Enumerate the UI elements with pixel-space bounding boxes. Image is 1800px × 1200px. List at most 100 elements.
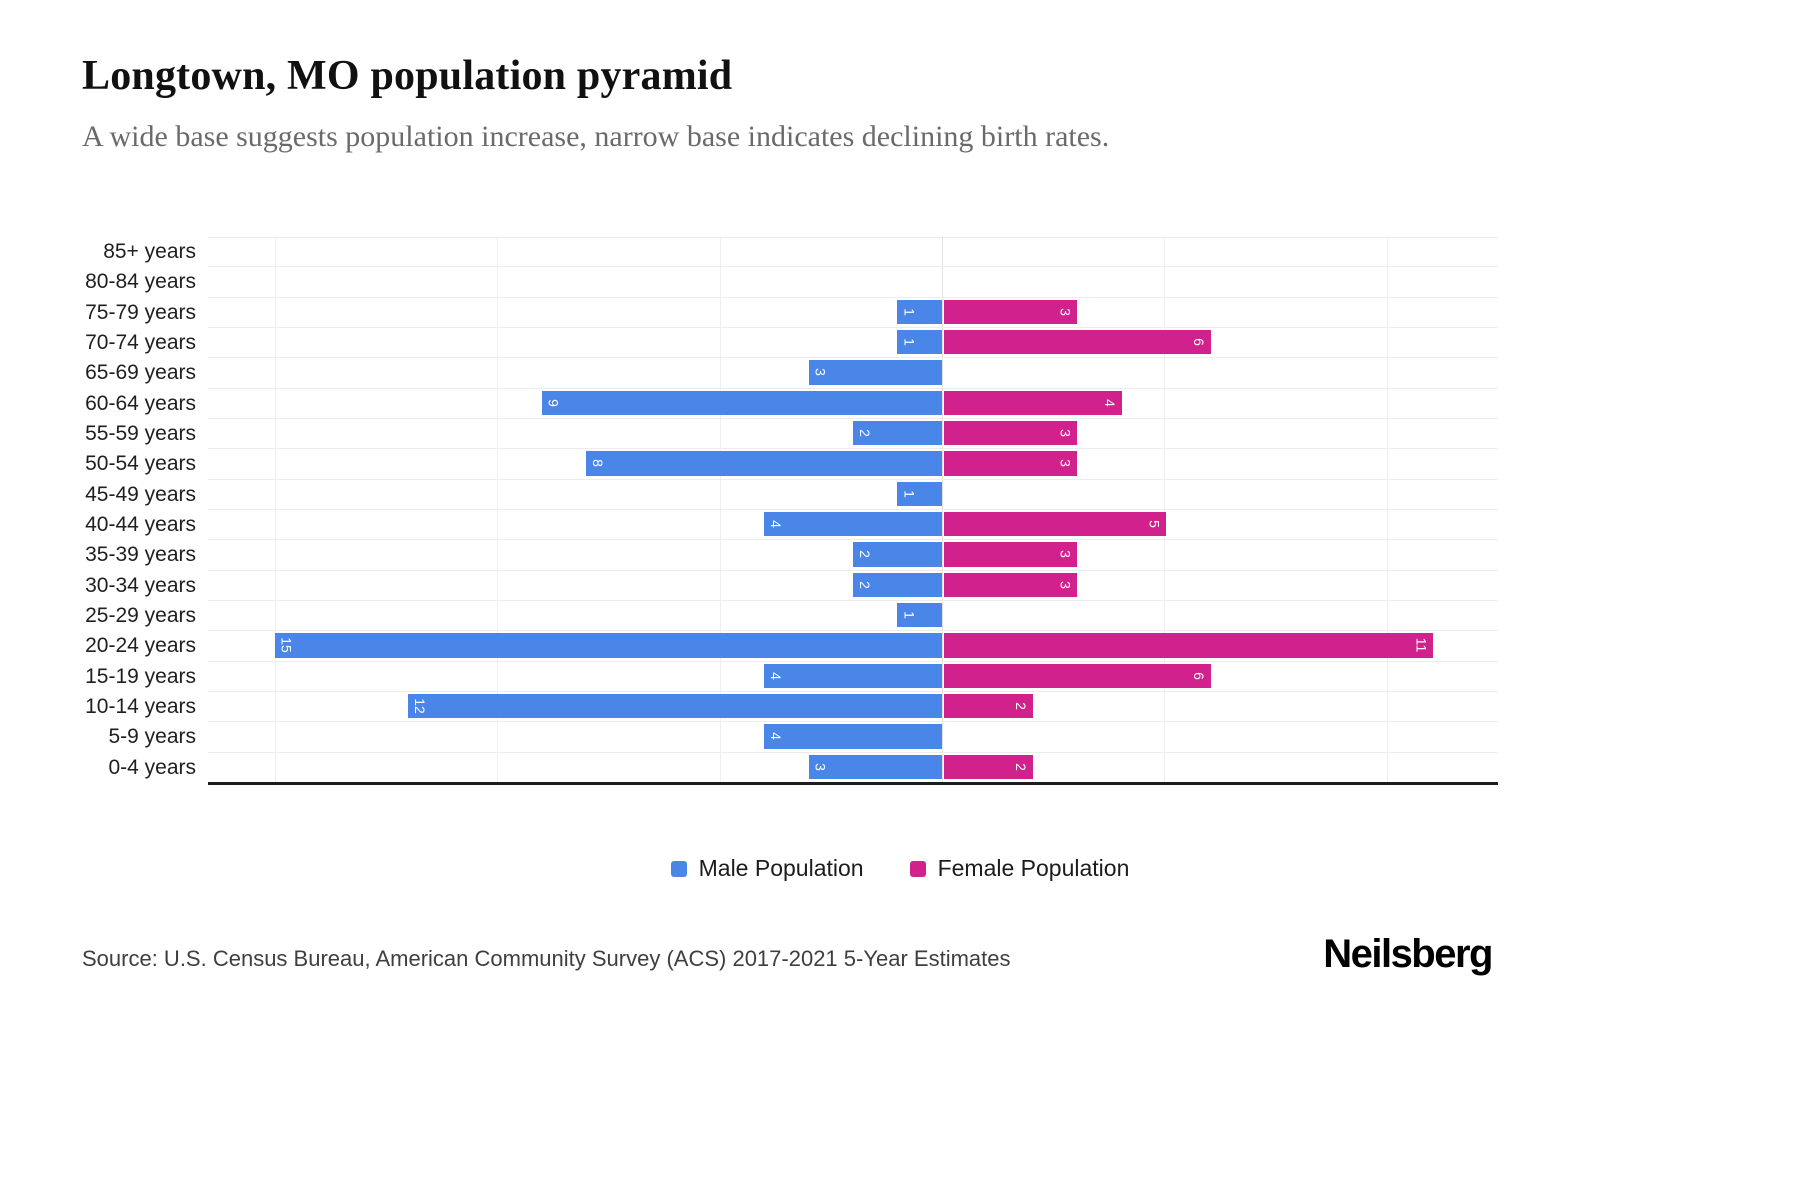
plot-cell [208, 267, 1498, 298]
chart-legend: Male Population Female Population [0, 855, 1800, 882]
gridline [719, 237, 721, 783]
plot-cell: 1 [208, 601, 1498, 632]
pyramid-row: 45-49 years 1 [80, 480, 1498, 510]
bar-value-label: 2 [1012, 762, 1029, 771]
bar-value-label: 3 [812, 368, 829, 377]
pyramid-row: 25-29 years 1 [80, 601, 1498, 632]
pyramid-row: 70-74 years 1 6 [80, 328, 1498, 359]
bar-value-label: 1 [901, 307, 918, 316]
male-swatch-icon [670, 860, 687, 877]
gridline [497, 237, 499, 783]
male-bar[interactable]: 4 [764, 511, 942, 537]
bar-value-label: 11 [1413, 638, 1430, 653]
male-bar[interactable]: 1 [897, 329, 942, 355]
y-axis-label: 60-64 years [85, 391, 196, 415]
female-bar[interactable]: 3 [943, 572, 1078, 597]
female-swatch-icon [909, 860, 926, 877]
y-axis-label: 35-39 years [85, 543, 196, 567]
bar-value-label: 2 [857, 550, 873, 559]
legend-label-female: Female Population [937, 855, 1130, 881]
male-bar[interactable]: 1 [897, 299, 942, 324]
male-bar[interactable]: 4 [764, 724, 942, 749]
plot-cell: 15 11 [208, 631, 1498, 662]
pyramid-row: 40-44 years 4 5 [80, 510, 1498, 541]
y-axis-label: 30-34 years [85, 573, 196, 597]
female-bar[interactable]: 11 [943, 633, 1434, 658]
center-axis-line [941, 237, 943, 783]
pyramid-row: 10-14 years 12 2 [80, 692, 1498, 723]
pyramid-row: 35-39 years 2 3 [80, 540, 1498, 571]
bar-value-label: 5 [1146, 520, 1163, 529]
male-bar[interactable]: 3 [808, 360, 942, 385]
male-bar[interactable]: 2 [853, 420, 942, 446]
female-bar[interactable]: 3 [943, 542, 1078, 567]
plot-cell [208, 237, 1498, 268]
y-axis-label: 10-14 years [85, 695, 196, 719]
legend-item-male[interactable]: Male Population [670, 855, 864, 882]
pyramid-row: 85+ years [80, 237, 1498, 268]
female-bar[interactable]: 2 [943, 754, 1033, 779]
gridline [274, 237, 276, 783]
bar-value-label: 4 [768, 520, 785, 529]
bar-value-label: 4 [1101, 398, 1118, 407]
male-bar[interactable]: 9 [541, 390, 942, 415]
male-bar[interactable]: 4 [764, 663, 942, 688]
y-axis-label: 50-54 years [85, 452, 196, 476]
female-bar[interactable]: 3 [943, 420, 1078, 446]
pyramid-row: 65-69 years 3 [80, 358, 1498, 389]
male-bar[interactable]: 2 [853, 542, 942, 567]
y-axis-label: 75-79 years [85, 300, 196, 324]
female-bar[interactable]: 4 [943, 390, 1122, 415]
male-bar[interactable]: 8 [586, 451, 942, 476]
bar-value-label: 2 [857, 580, 873, 589]
y-axis-label: 65-69 years [85, 361, 196, 385]
female-bar[interactable]: 6 [943, 663, 1211, 688]
plot-cell: 3 [208, 358, 1498, 389]
bar-value-label: 4 [768, 671, 785, 680]
pyramid-row: 15-19 years 4 6 [80, 662, 1498, 692]
bar-value-label: 3 [812, 762, 829, 771]
population-pyramid-chart: 85+ years 80-84 years 75-79 years 1 3 70-74 y… [80, 237, 1498, 785]
y-axis-label: 25-29 years [85, 604, 196, 628]
female-bar[interactable]: 3 [943, 451, 1078, 476]
chart-gridlines [208, 237, 1498, 783]
y-axis-label: 80-84 years [85, 270, 196, 294]
bar-value-label: 8 [590, 459, 607, 468]
plot-cell: 4 [208, 722, 1498, 753]
bar-value-label: 1 [901, 338, 918, 347]
y-axis-label: 85+ years [103, 240, 196, 264]
male-bar[interactable]: 1 [897, 602, 942, 628]
bar-value-label: 1 [901, 611, 918, 619]
y-axis-label: 15-19 years [85, 664, 196, 688]
pyramid-row: 50-54 years 8 3 [80, 449, 1498, 480]
bar-value-label: 6 [1190, 671, 1207, 680]
female-bar[interactable]: 5 [943, 511, 1167, 537]
male-bar[interactable]: 1 [897, 481, 942, 506]
y-axis-label: 70-74 years [85, 331, 196, 355]
chart-subtitle: A wide base suggests population increase… [82, 120, 1110, 153]
female-bar[interactable]: 6 [943, 329, 1211, 355]
female-bar[interactable]: 2 [943, 693, 1033, 719]
x-axis-line [208, 782, 1498, 785]
male-bar[interactable]: 15 [274, 633, 942, 658]
gridline [1164, 237, 1166, 783]
bar-value-label: 12 [412, 698, 429, 714]
pyramid-row: 30-34 years 2 3 [80, 571, 1498, 601]
male-bar[interactable]: 3 [808, 754, 942, 779]
male-bar[interactable]: 2 [853, 572, 942, 597]
legend-item-female[interactable]: Female Population [909, 855, 1130, 882]
male-bar[interactable]: 12 [408, 693, 942, 719]
pyramid-row: 20-24 years 15 11 [80, 631, 1498, 662]
gridline [1386, 237, 1388, 783]
y-axis-label: 20-24 years [85, 634, 196, 658]
pyramid-row: 75-79 years 1 3 [80, 298, 1498, 328]
female-bar[interactable]: 3 [943, 299, 1078, 324]
